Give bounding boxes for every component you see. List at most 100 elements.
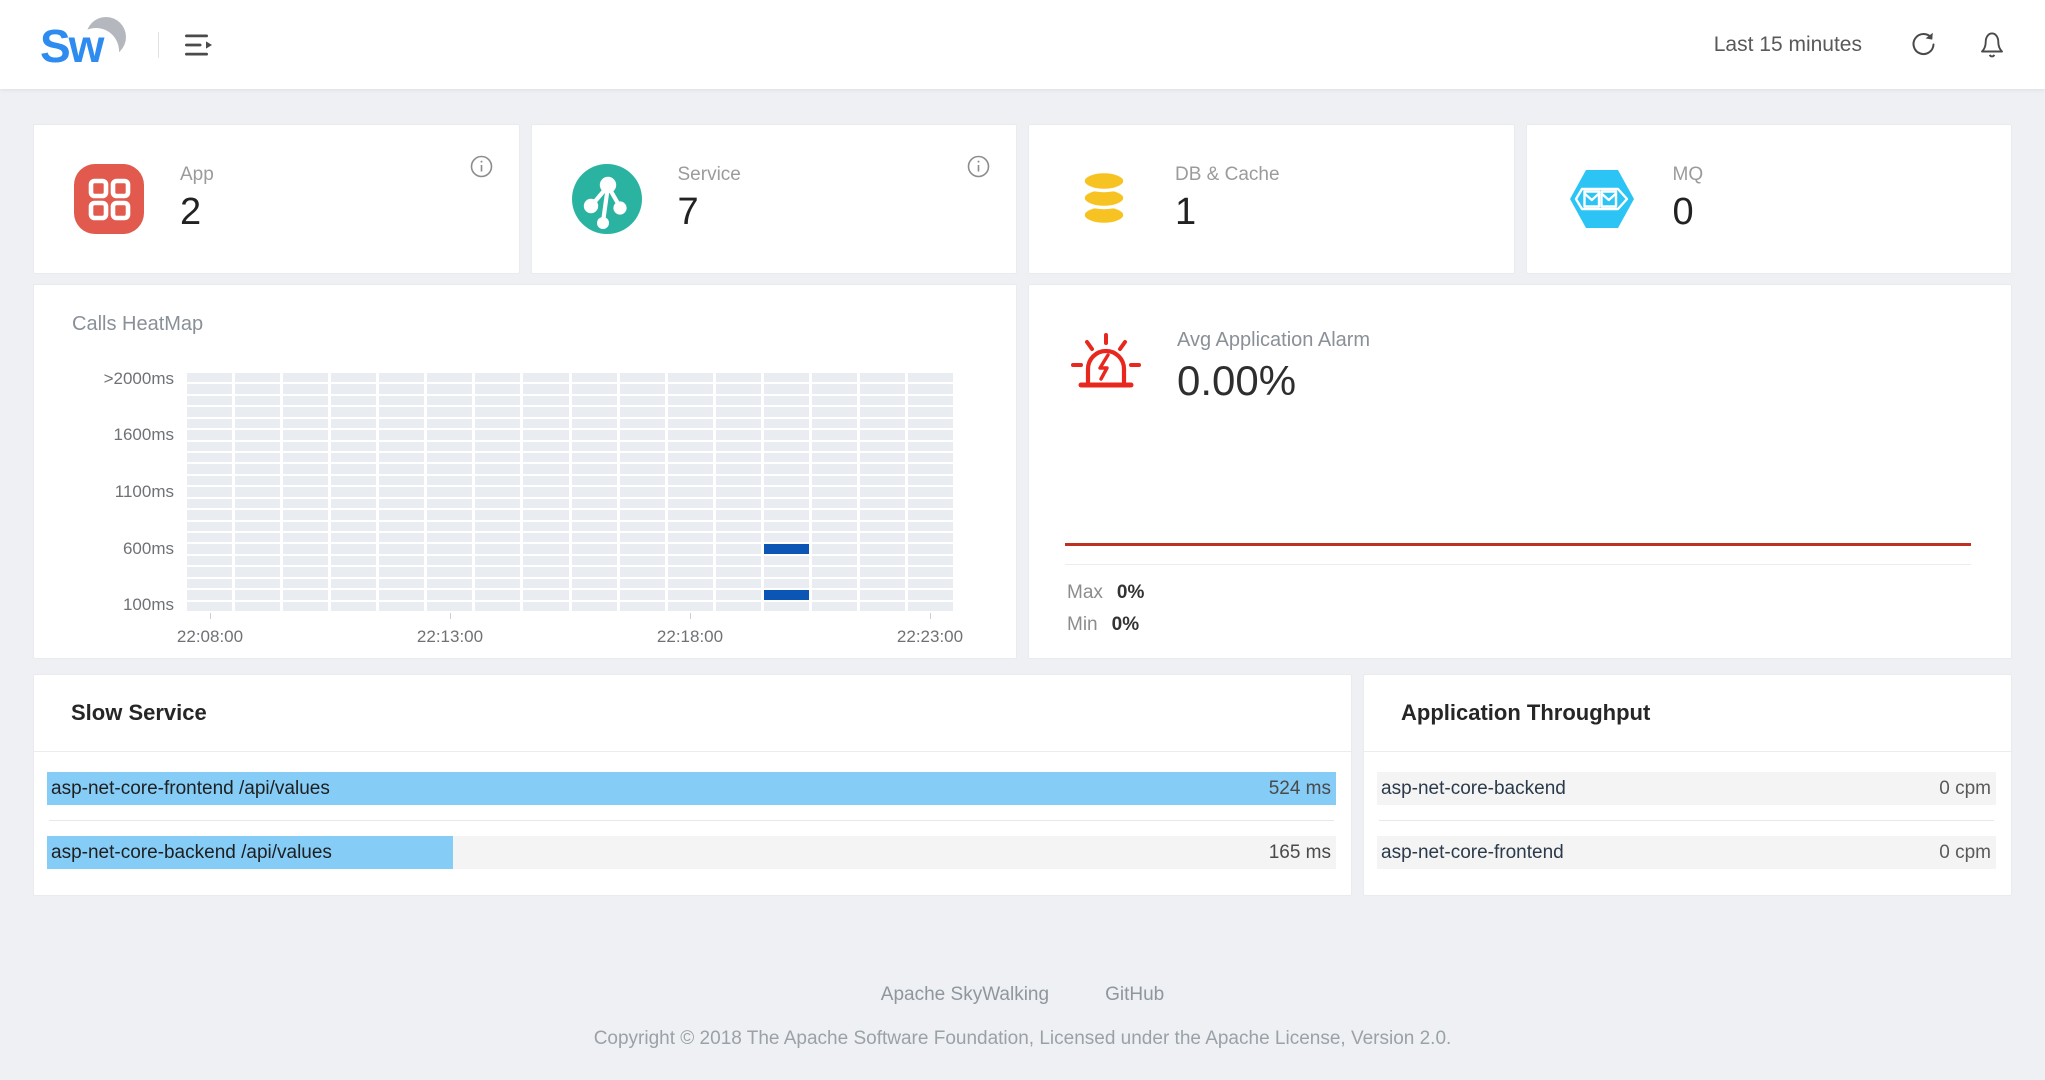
- footer-link-github[interactable]: GitHub: [1105, 984, 1165, 1005]
- footer-link-apache-skywalking[interactable]: Apache SkyWalking: [880, 984, 1050, 1005]
- heatmap-y-label: 100ms: [122, 595, 174, 615]
- heatmap-cell: [475, 578, 521, 589]
- heatmap-cell: [331, 578, 377, 589]
- time-range-selector[interactable]: Last 15 minutes: [1713, 32, 1862, 56]
- heatmap-cell: [187, 487, 233, 497]
- heatmap-cell: [235, 567, 281, 577]
- refresh-icon[interactable]: [1910, 31, 1937, 58]
- heatmap-cell: [715, 373, 761, 383]
- heatmap-cell: [811, 441, 857, 451]
- heatmap-cell: [427, 373, 473, 383]
- heatmap-cell: [571, 373, 617, 383]
- heatmap-cell: [619, 590, 665, 600]
- heatmap-cell: [235, 555, 281, 566]
- slow-service-duration: 524 ms: [1268, 777, 1331, 799]
- heatmap-cell: [811, 533, 857, 543]
- calls-heatmap-panel: Calls HeatMap >2000ms 1600ms 1100ms 600m…: [33, 284, 1017, 659]
- heatmap-cell: [475, 590, 521, 600]
- heatmap-cell: [571, 578, 617, 589]
- skywalking-logo[interactable]: Sw: [40, 15, 142, 75]
- heatmap-cell: [235, 487, 281, 497]
- heatmap-cell: [235, 430, 281, 440]
- heatmap-cell: [859, 453, 905, 463]
- heatmap-cell: [379, 533, 425, 543]
- heatmap-cell: [427, 487, 473, 497]
- heatmap-cell: [283, 441, 329, 451]
- heatmap-cell: [235, 521, 281, 531]
- heatmap-cell: [859, 441, 905, 451]
- heatmap-cell: [571, 521, 617, 531]
- alarm-max-label: Max: [1067, 582, 1103, 603]
- heatmap-cell: [235, 395, 281, 406]
- heatmap-cell: [427, 544, 473, 554]
- info-icon[interactable]: [967, 155, 990, 181]
- heatmap-cell: [907, 590, 953, 600]
- heatmap-cell: [907, 464, 953, 474]
- heatmap-cell: [187, 590, 233, 600]
- slow-service-title: Slow Service: [71, 700, 207, 725]
- heatmap-cell: [619, 407, 665, 417]
- heatmap-cell: [475, 395, 521, 406]
- stat-value: 1: [1175, 191, 1197, 233]
- heatmap-cell: [715, 430, 761, 440]
- heatmap-cell: [859, 464, 905, 474]
- heatmap-cell: [619, 453, 665, 463]
- heatmap-cell: [763, 533, 809, 543]
- heatmap-cell: [523, 510, 569, 520]
- heatmap-cell: [379, 407, 425, 417]
- heatmap-cell: [715, 590, 761, 600]
- heatmap-cell: [667, 464, 713, 474]
- heatmap-cell: [427, 510, 473, 520]
- heatmap-cell: [619, 555, 665, 566]
- heatmap-cell: [811, 430, 857, 440]
- throughput-row: asp-net-core-frontend 0 cpm: [1377, 836, 1996, 869]
- heatmap-cell: [667, 521, 713, 531]
- heatmap-cell: [283, 453, 329, 463]
- heatmap-cell: [331, 395, 377, 406]
- heatmap-cell: [859, 578, 905, 589]
- alarm-axis-baseline: [1065, 564, 1971, 565]
- heatmap-cell: [475, 567, 521, 577]
- heatmap-cell: [379, 567, 425, 577]
- heatmap-cell: [715, 578, 761, 589]
- heatmap-cell: [619, 384, 665, 394]
- heatmap-cell: [907, 510, 953, 520]
- heatmap-cell: [619, 487, 665, 497]
- heatmap-cell: [427, 407, 473, 417]
- heatmap-cell: [619, 395, 665, 406]
- heatmap-cell: [427, 384, 473, 394]
- heatmap-cell: [619, 544, 665, 554]
- info-icon[interactable]: [470, 155, 493, 181]
- heatmap-cell: [523, 395, 569, 406]
- heatmap-cell: [283, 498, 329, 509]
- heatmap-cell: [187, 373, 233, 383]
- bell-icon[interactable]: [1979, 30, 2005, 59]
- heatmap-cell: [475, 521, 521, 531]
- heatmap-cell: [187, 384, 233, 394]
- heatmap-cell: [811, 578, 857, 589]
- logo-text: Sw: [40, 19, 104, 72]
- heatmap-cell: [475, 510, 521, 520]
- heatmap-cell: [667, 544, 713, 554]
- heatmap-cell: [859, 498, 905, 509]
- alarm-value: 0.00%: [1177, 357, 1297, 404]
- heatmap-cell: [523, 430, 569, 440]
- menu-unfold-icon[interactable]: [185, 33, 213, 57]
- heatmap-cell: [475, 453, 521, 463]
- heatmap-cell: [331, 475, 377, 486]
- slow-service-row[interactable]: asp-net-core-backend /api/values 165 ms: [47, 836, 1336, 869]
- heatmap-cell: [715, 567, 761, 577]
- heatmap-cell: [331, 555, 377, 566]
- heatmap-y-label: 1600ms: [113, 425, 174, 445]
- heatmap-cell: [571, 601, 617, 611]
- heatmap-cell: [907, 567, 953, 577]
- heatmap-cell: [571, 498, 617, 509]
- heatmap-cell: [715, 395, 761, 406]
- heatmap-cell: [427, 430, 473, 440]
- heatmap-cell: [523, 475, 569, 486]
- heatmap-cell: [523, 555, 569, 566]
- heatmap-cell: [619, 373, 665, 383]
- slow-service-row[interactable]: asp-net-core-frontend /api/values 524 ms: [47, 772, 1336, 805]
- heatmap-cell: [667, 567, 713, 577]
- heatmap-cell: [667, 430, 713, 440]
